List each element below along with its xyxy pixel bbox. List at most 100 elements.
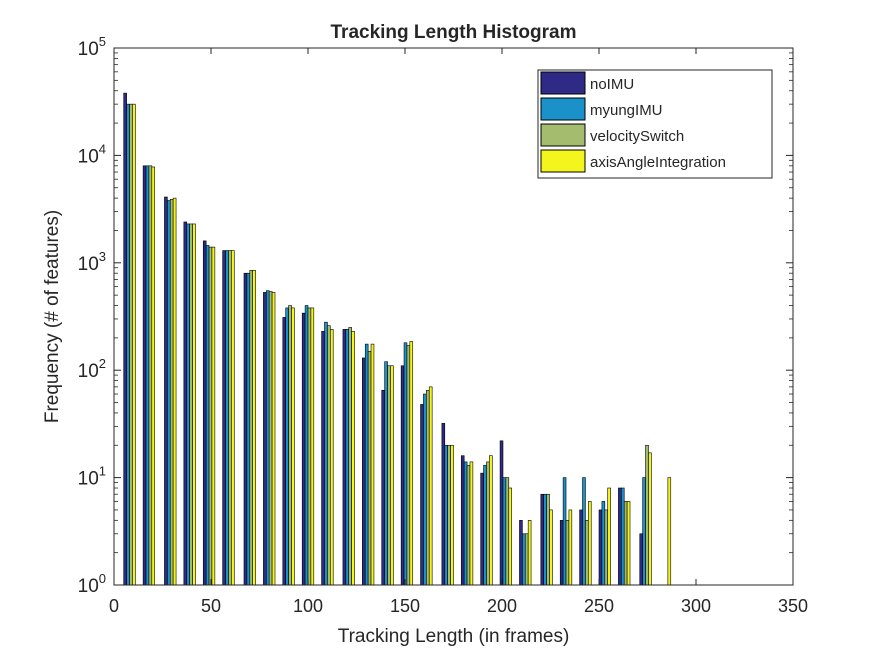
bar-myungIMU-bin-14: [403, 342, 408, 586]
bar-myungIMU-bin-26: [642, 477, 646, 586]
bar-myungIMU-bin-20: [522, 533, 526, 586]
bar-myungIMU-bin-5: [225, 250, 229, 586]
y-tick-label: 102: [78, 356, 106, 382]
y-tick-label: 103: [78, 249, 106, 275]
bar-velocitySwitch-bin-13: [387, 365, 391, 586]
bar-axisAngleIntegration-bin-17: [469, 461, 474, 586]
bar-axisAngleIntegration-bin-6: [252, 270, 256, 586]
legend-swatch-noIMU: [540, 71, 586, 95]
legend-items: noIMU myungIMU velocitySwitch axisAngleInte…: [540, 71, 726, 173]
legend-swatch-velocitySwitch: [540, 123, 586, 147]
bar-axisAngleIntegration-bin-26: [648, 452, 652, 586]
bar-noIMU-bin-23: [579, 509, 583, 586]
legend: noIMU myungIMU velocitySwitch axisAngleInte…: [537, 69, 773, 179]
bar-axisAngleIntegration-bin-10: [329, 329, 334, 586]
bar-velocitySwitch-bin-20: [524, 533, 529, 586]
bar-noIMU-bin-24: [598, 509, 603, 586]
x-tick-label: 100: [293, 596, 323, 616]
bar-myungIMU-bin-8: [285, 307, 289, 586]
bar-myungIMU-bin-6: [246, 272, 251, 586]
bar-noIMU-bin-7: [263, 292, 267, 586]
bar-noIMU-bin-12: [362, 357, 366, 586]
bar-noIMU-bin-10: [321, 331, 325, 586]
bar-myungIMU-bin-11: [345, 329, 350, 586]
bar-axisAngleIntegration-bin-4: [211, 246, 216, 586]
y-tick-label: 105: [78, 34, 106, 60]
bar-myungIMU-bin-4: [205, 245, 210, 586]
legend-swatch-myungIMU: [540, 97, 586, 121]
bar-noIMU-bin-8: [282, 317, 286, 586]
bar-axisAngleIntegration-bin-21: [549, 509, 553, 586]
bar-noIMU-bin-22: [559, 520, 564, 586]
bar-axisAngleIntegration-bin-14: [409, 341, 414, 586]
bar-velocitySwitch-bin-11: [348, 327, 352, 586]
legend-label-velocitySwitch: velocitySwitch: [590, 128, 684, 145]
bar-noIMU-bin-3: [183, 221, 188, 586]
bar-myungIMU-bin-16: [444, 444, 448, 586]
bar-noIMU-bin-21: [540, 493, 545, 586]
bar-velocitySwitch-bin-25: [623, 501, 628, 586]
bar-axisAngleIntegration-bin-25: [626, 501, 631, 586]
axes-layer: 0 50 100 150 200 250 300 350 100 101 102 103 104 105: [78, 34, 808, 616]
bar-velocitySwitch-bin-9: [307, 307, 312, 586]
bar-axisAngleIntegration-bin-11: [351, 331, 355, 586]
x-tick-label: 250: [584, 596, 614, 616]
x-tick-label: 150: [390, 596, 420, 616]
bar-noIMU-bin-11: [342, 329, 347, 586]
legend-swatch-axisAngleIntegration: [540, 149, 586, 173]
bar-axisAngleIntegration-bin-23: [588, 501, 592, 586]
bar-axisAngleIntegration-bin-3: [192, 223, 196, 586]
chart-title: Tracking Length Histogram: [331, 22, 577, 43]
x-tick-label: 200: [487, 596, 517, 616]
bar-noIMU-bin-9: [301, 312, 306, 586]
bar-myungIMU-bin-0: [126, 103, 130, 586]
bar-myungIMU-bin-15: [423, 393, 427, 586]
bar-noIMU-bin-14: [400, 365, 405, 586]
legend-label-myungIMU: myungIMU: [590, 102, 663, 119]
bar-myungIMU-bin-3: [186, 223, 190, 586]
bar-noIMU-bin-26: [639, 533, 643, 586]
bar-noIMU-bin-17: [460, 455, 465, 586]
bar-axisAngleIntegration-bin-18: [489, 455, 493, 586]
bar-axisAngleIntegration-bin-12: [370, 343, 375, 586]
bar-noIMU-bin-4: [202, 240, 207, 586]
bar-velocitySwitch-bin-2: [169, 199, 174, 586]
bar-noIMU-bin-16: [441, 423, 446, 586]
bar-noIMU-bin-2: [164, 196, 168, 586]
bar-velocitySwitch-bin-24: [604, 509, 609, 586]
bar-velocitySwitch-bin-15: [426, 389, 430, 586]
bar-axisAngleIntegration-bin-16: [450, 444, 454, 586]
bar-axisAngleIntegration-bin-1: [151, 166, 156, 586]
bar-axisAngleIntegration-bin-24: [607, 487, 611, 586]
legend-label-axisAngleIntegration: axisAngleIntegration: [590, 154, 726, 171]
y-tick-label: 100: [78, 571, 106, 597]
bar-noIMU-bin-1: [142, 165, 147, 586]
x-tick-label: 300: [681, 596, 711, 616]
bar-noIMU-bin-6: [243, 272, 248, 586]
bar-noIMU-bin-18: [480, 472, 484, 586]
bar-axisAngleIntegration-bin-19: [508, 487, 512, 586]
bar-velocitySwitch-bin-16: [447, 444, 451, 586]
bar-axisAngleIntegration-bin-5: [231, 250, 235, 586]
bar-axisAngleIntegration-bin-15: [428, 386, 433, 586]
y-tick-label: 104: [78, 141, 106, 167]
y-tick-label: 101: [78, 464, 106, 490]
bar-velocitySwitch-bin-19: [505, 477, 510, 586]
bar-myungIMU-bin-17: [463, 461, 468, 586]
x-tick-label: 0: [109, 596, 119, 616]
bar-noIMU-bin-20: [519, 520, 523, 586]
bar-noIMU-bin-0: [123, 92, 127, 586]
bar-myungIMU-bin-22: [562, 477, 567, 586]
bar-velocitySwitch-bin-3: [189, 223, 193, 586]
x-tick-label: 50: [201, 596, 221, 616]
bar-velocitySwitch-bin-23: [585, 520, 589, 586]
bar-noIMU-bin-13: [381, 389, 385, 586]
bar-velocitySwitch-bin-22: [565, 520, 570, 586]
bar-myungIMU-bin-10: [324, 321, 328, 586]
x-tick-label: 350: [778, 596, 808, 616]
bar-velocitySwitch-bin-26: [645, 444, 649, 586]
bar-myungIMU-bin-23: [582, 477, 586, 586]
y-axis-label: Frequency (# of features): [42, 210, 63, 423]
bar-velocitySwitch-bin-6: [249, 270, 254, 586]
bar-myungIMU-bin-18: [483, 465, 487, 586]
